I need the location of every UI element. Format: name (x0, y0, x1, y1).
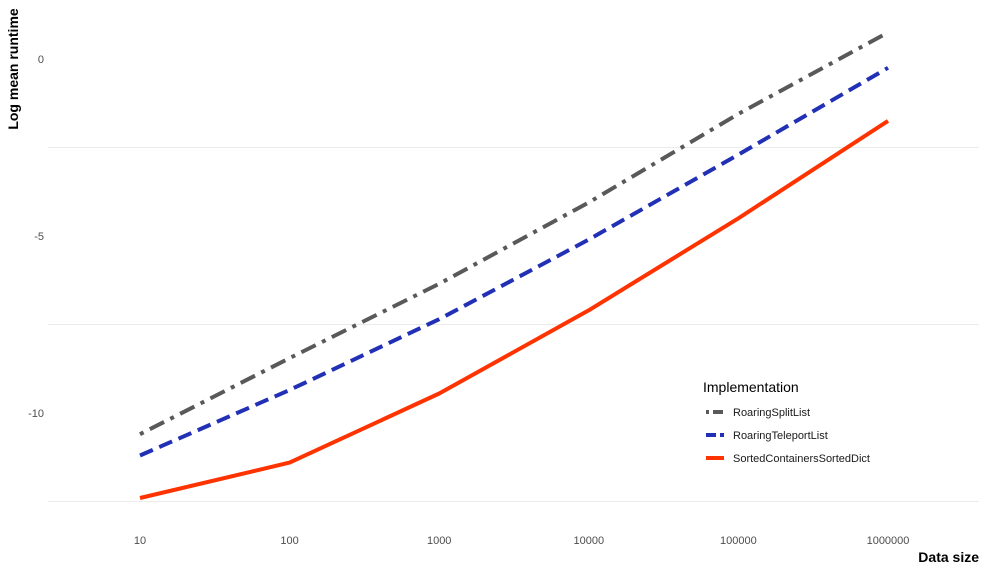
x-tick-label: 10 (134, 535, 146, 547)
x-tick-label: 1000 (427, 535, 451, 547)
legend-title: Implementation (703, 379, 799, 395)
legend-items: RoaringSplitList RoaringTeleportList Sorte… (706, 407, 870, 465)
x-tick-label: 100 (280, 535, 298, 547)
x-tick-label: 1000000 (867, 535, 910, 547)
series-line (139, 66, 890, 458)
x-axis-title: Data size (918, 549, 979, 565)
y-axis-ticks: 0 -5 -10 (28, 54, 44, 420)
legend-label: RoaringSplitList (733, 407, 810, 419)
series-line (139, 119, 890, 500)
x-tick-label: 100000 (720, 535, 757, 547)
legend-label: SortedContainersSortedDict (733, 453, 870, 465)
series-line (139, 30, 889, 436)
y-tick-label: -5 (34, 231, 44, 243)
y-tick-label: 0 (38, 54, 44, 66)
x-tick-label: 10000 (574, 535, 605, 547)
legend-label: RoaringTeleportList (733, 430, 828, 442)
x-axis-ticks: 10 100 1000 10000 100000 1000000 (134, 535, 910, 547)
y-axis-title: Log mean runtime (5, 8, 21, 130)
y-tick-label: -10 (28, 408, 44, 420)
legend: Implementation RoaringSplitList RoaringTe… (703, 379, 870, 465)
gridlines (48, 147, 979, 502)
series-lines (139, 30, 890, 500)
